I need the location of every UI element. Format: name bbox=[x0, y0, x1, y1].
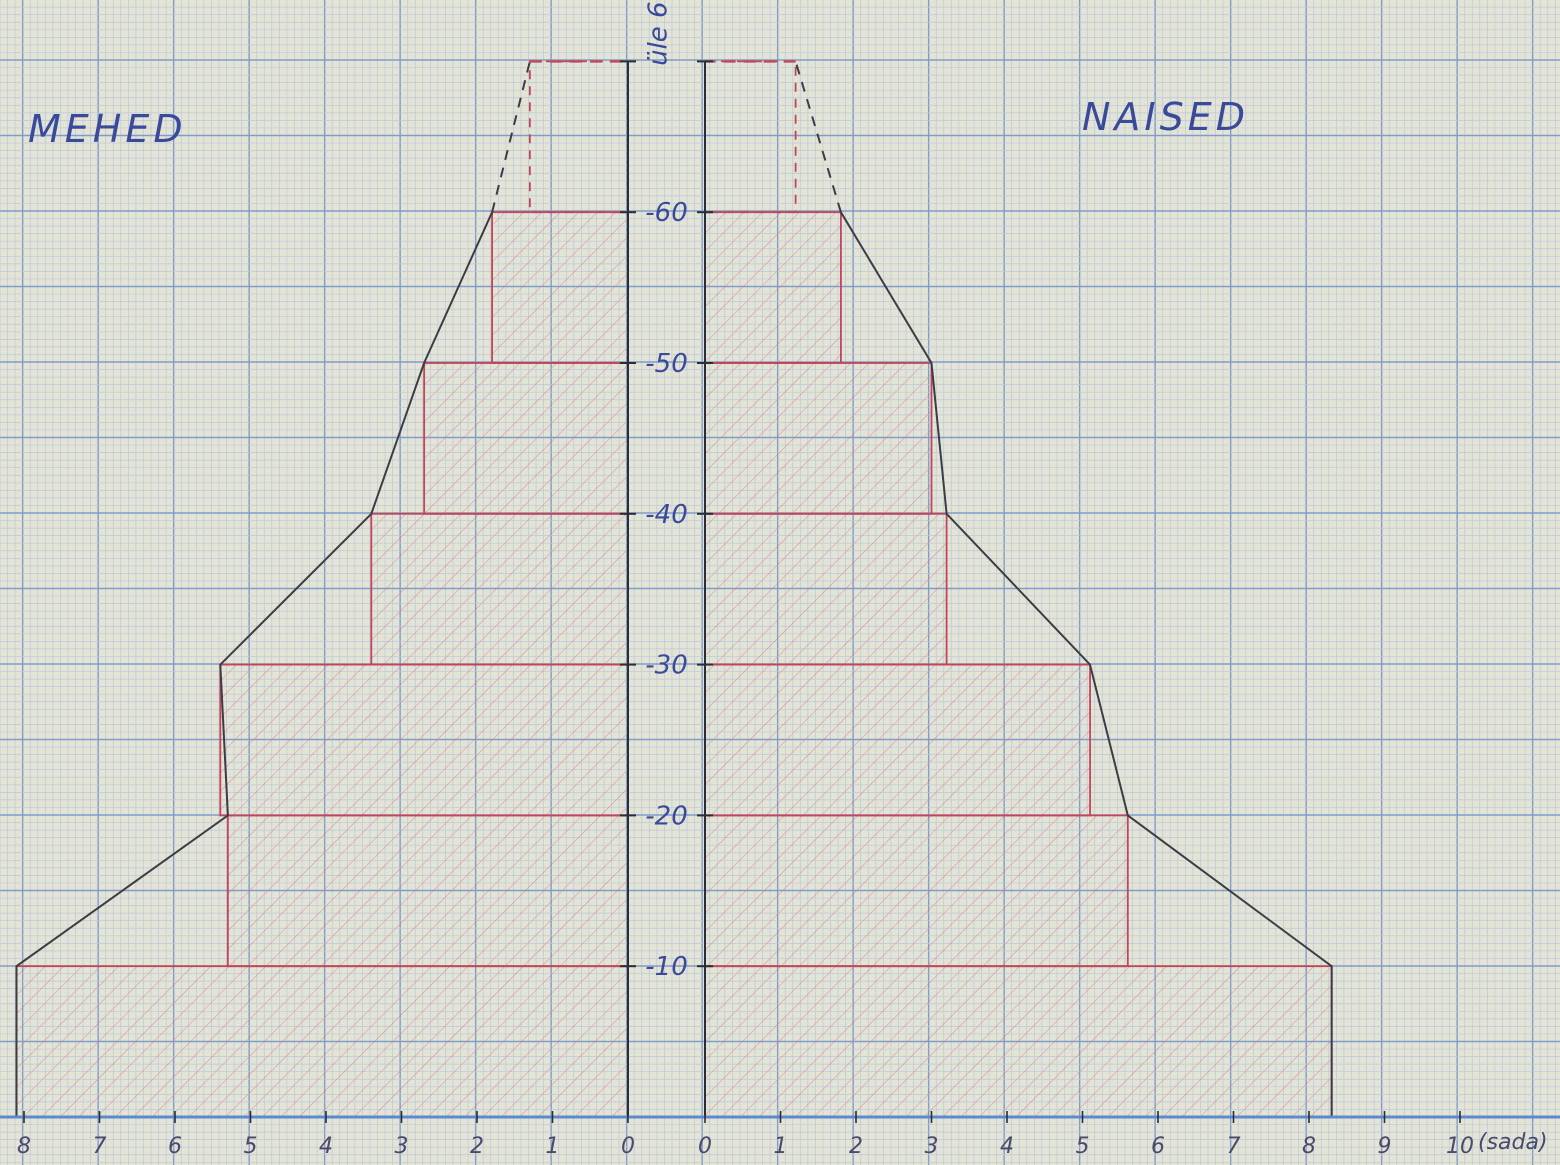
bar-mehed-10-20 bbox=[226, 814, 629, 968]
x-tick-label-right: 3 bbox=[925, 1134, 939, 1159]
x-tick-label-left: 4 bbox=[319, 1134, 333, 1159]
x-tick-label-left: 1 bbox=[546, 1134, 560, 1159]
y-tick-label-top: üle 60 bbox=[644, 0, 674, 66]
x-tick-label-right: 10 bbox=[1446, 1134, 1474, 1159]
x-tick-label-right: 5 bbox=[1076, 1134, 1090, 1159]
panel-label-naised: NAISED bbox=[1082, 95, 1249, 139]
y-tick-label: -40 bbox=[645, 500, 687, 530]
bar-naised-20-30 bbox=[704, 663, 1091, 817]
y-tick-label: -50 bbox=[645, 349, 687, 379]
y-tick-label: -20 bbox=[645, 801, 687, 831]
bar-naised-40-50 bbox=[704, 362, 933, 515]
bar-mehed-40-50 bbox=[423, 362, 629, 515]
envelope-dashed-naised bbox=[794, 61, 842, 213]
x-tick-label-left: 7 bbox=[93, 1134, 107, 1159]
x-tick-label-left: 2 bbox=[470, 1134, 484, 1159]
envelope-line-naised bbox=[840, 211, 1333, 1117]
bar-naised-10-20 bbox=[704, 814, 1129, 968]
y-tick-label: -60 bbox=[645, 198, 687, 228]
x-tick-label-right: 8 bbox=[1302, 1134, 1316, 1159]
x-tick-label-right: 2 bbox=[849, 1134, 863, 1159]
envelope-line-mehed bbox=[15, 211, 494, 1117]
x-tick-label-right: 0 bbox=[698, 1134, 712, 1159]
x-tick-label-left: 0 bbox=[621, 1134, 635, 1159]
bar-mehed-50-60 bbox=[491, 211, 629, 364]
x-tick-label-right: 1 bbox=[774, 1134, 788, 1159]
y-tick-label: -30 bbox=[645, 651, 687, 681]
bars-layer bbox=[15, 60, 1333, 1118]
bar-naised-50-60 bbox=[704, 211, 842, 364]
x-tick-label-left: 3 bbox=[395, 1134, 409, 1159]
bar-mehed-30-40 bbox=[370, 512, 629, 666]
x-unit-label: (sada) bbox=[1478, 1130, 1548, 1155]
labels-layer: MEHED NAISED -10 -20 -30 -40 -50 -60 üle 60 8 7 6 5 4… bbox=[17, 0, 1548, 1159]
x-tick-label-left: 8 bbox=[17, 1134, 31, 1159]
x-tick-label-right: 7 bbox=[1227, 1134, 1241, 1159]
bar-naised-30-40 bbox=[704, 512, 948, 666]
envelope-dashed-mehed bbox=[491, 61, 531, 213]
x-tick-label-right: 9 bbox=[1378, 1134, 1392, 1159]
x-tick-label-left: 5 bbox=[244, 1134, 258, 1159]
bar-naised-0-10 bbox=[704, 965, 1333, 1118]
x-tick-label-left: 6 bbox=[168, 1134, 182, 1159]
x-tick-label-right: 4 bbox=[1000, 1134, 1014, 1159]
x-tick-label-right: 6 bbox=[1151, 1134, 1165, 1159]
axes-layer bbox=[0, 60, 1560, 1123]
panel-label-mehed: MEHED bbox=[28, 107, 187, 151]
envelope-layer bbox=[15, 60, 1333, 1117]
bar-mehed-20-30 bbox=[219, 663, 629, 817]
bar-mehed-0-10 bbox=[15, 965, 629, 1118]
y-tick-label: -10 bbox=[645, 952, 687, 982]
